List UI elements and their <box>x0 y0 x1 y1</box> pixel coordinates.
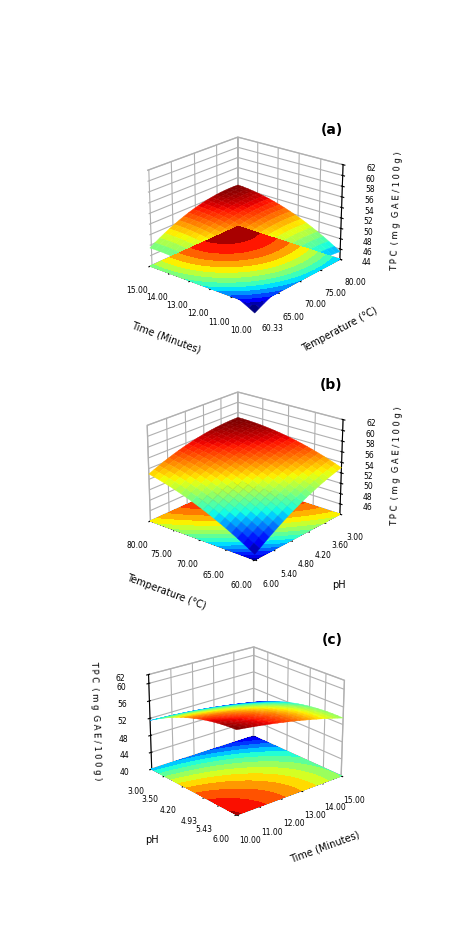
Y-axis label: pH: pH <box>332 580 346 590</box>
Text: (b): (b) <box>320 378 343 392</box>
Y-axis label: Temperature (°C): Temperature (°C) <box>300 306 379 355</box>
X-axis label: Time (Minutes): Time (Minutes) <box>130 320 202 355</box>
X-axis label: Temperature (°C): Temperature (°C) <box>125 573 208 612</box>
Text: (a): (a) <box>320 123 343 137</box>
Text: (c): (c) <box>322 633 343 647</box>
X-axis label: Time (Minutes): Time (Minutes) <box>289 829 361 865</box>
Y-axis label: pH: pH <box>146 835 159 845</box>
